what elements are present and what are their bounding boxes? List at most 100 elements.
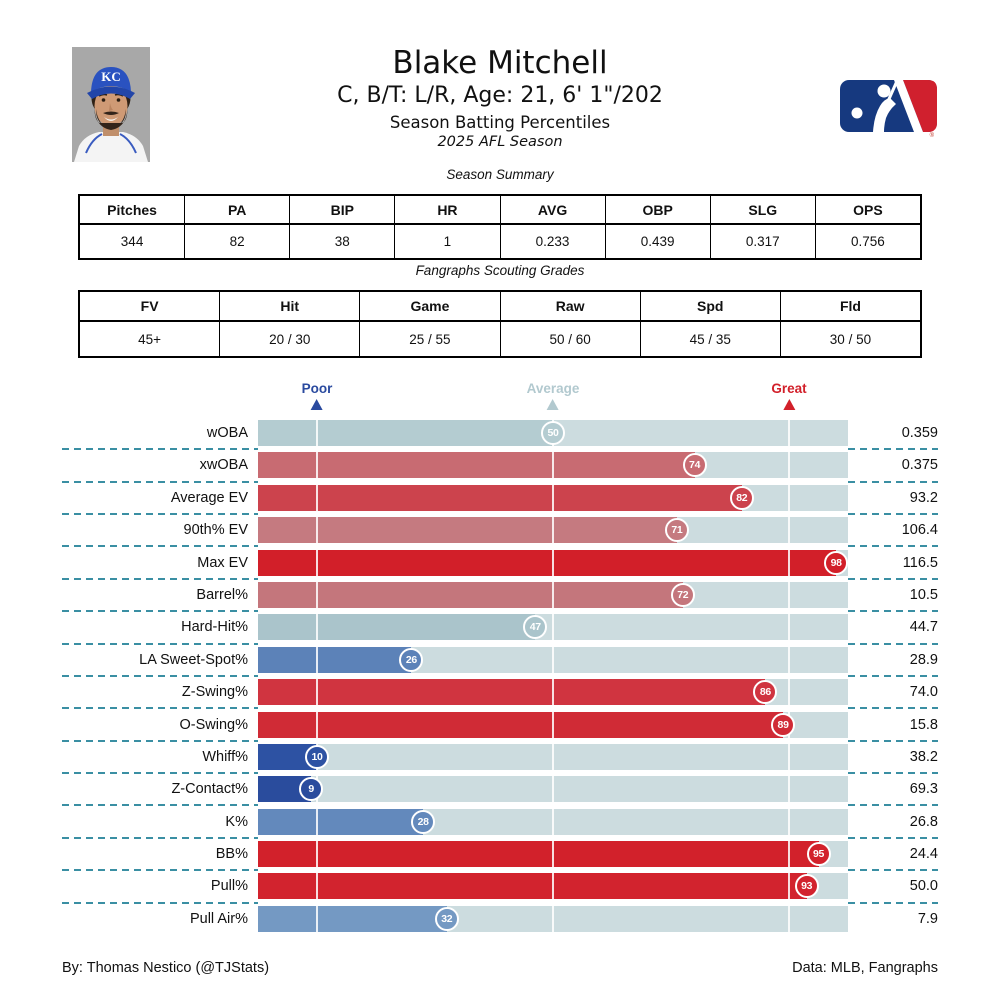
metric-label: K% xyxy=(225,813,248,830)
gridline-90th xyxy=(788,517,790,544)
gridline-10th xyxy=(316,905,318,932)
percentile-bar-chart: wOBA 50 0.359 xwOBA 74 0.375 Average EV xyxy=(62,420,938,938)
metric-label: Pull% xyxy=(210,878,248,895)
row-divider-left xyxy=(62,674,258,677)
metric-value: 10.5 xyxy=(909,586,938,603)
table-value: 45+ xyxy=(80,322,221,356)
gridline-10th xyxy=(316,679,318,706)
percentile-number: 9 xyxy=(308,783,314,796)
gridline-90th xyxy=(788,743,790,770)
row-divider-right xyxy=(848,610,938,613)
cap-logo-text: KC xyxy=(101,69,121,84)
player-bio-line: C, B/T: L/R, Age: 21, 6' 1"/202 xyxy=(337,83,663,108)
axis-marker-label: Poor xyxy=(301,381,333,396)
column-header: SLG xyxy=(711,196,816,223)
season-summary-table: Pitches PA BIP HR AVG OBP SLG OPS 344 82 38 1 0.233… xyxy=(78,194,922,260)
row-divider-left xyxy=(62,804,258,807)
column-header: PA xyxy=(185,196,291,223)
percentile-number: 82 xyxy=(736,491,748,504)
gridline-10th xyxy=(316,517,318,544)
metric-value: 106.4 xyxy=(901,522,938,539)
row-divider-right xyxy=(848,739,938,742)
gridline-90th xyxy=(788,646,790,673)
percentile-row: K% 28 26.8 xyxy=(62,808,938,839)
axis-marker-average: Average xyxy=(526,381,580,410)
row-divider-left xyxy=(62,545,258,548)
percentile-row: wOBA 50 0.359 xyxy=(62,420,938,451)
gridline-50th xyxy=(552,452,554,479)
column-header: Raw xyxy=(501,292,641,320)
percentile-bar: 86 xyxy=(258,679,848,706)
table-value: 82 xyxy=(185,225,291,258)
percentile-row: Whiff% 10 38.2 xyxy=(62,743,938,775)
footer: By: Thomas Nestico (@TJStats) Data: MLB,… xyxy=(62,960,938,976)
column-header: OBP xyxy=(606,196,711,223)
gridline-90th xyxy=(788,776,790,803)
gridline-90th xyxy=(788,420,790,446)
gridline-50th xyxy=(552,646,554,673)
bar-fill xyxy=(258,614,536,641)
percentile-number: 95 xyxy=(812,848,825,861)
row-divider-left xyxy=(62,480,258,483)
row-divider-left xyxy=(62,707,258,710)
metric-value: 0.359 xyxy=(901,425,938,441)
row-divider-left xyxy=(62,642,258,645)
row-divider-left xyxy=(62,577,258,580)
percentile-bar: 47 xyxy=(258,614,848,641)
credit-data-source: Data: MLB, Fangraphs xyxy=(792,960,938,976)
gridline-50th xyxy=(552,808,554,835)
column-header: AVG xyxy=(501,196,606,223)
column-header: FV xyxy=(80,292,221,320)
column-header: Fld xyxy=(839,298,861,314)
percentile-number: 86 xyxy=(759,686,771,699)
percentile-badge: 72 xyxy=(670,582,695,607)
percentile-axis-markers: Poor Average Great xyxy=(258,381,848,417)
player-photo-illustration: KC xyxy=(72,47,150,162)
metric-value: 50.0 xyxy=(909,878,938,895)
percentile-number: 10 xyxy=(311,750,323,763)
gridline-10th xyxy=(316,873,318,900)
metric-label: Barrel% xyxy=(196,586,248,603)
percentile-bar: 72 xyxy=(258,581,848,608)
table-value: 20 / 30 xyxy=(220,322,361,356)
percentile-row: LA Sweet-Spot% 26 28.9 xyxy=(62,646,938,677)
axis-marker-poor: Poor xyxy=(301,381,333,410)
mlb-logo: ® xyxy=(840,79,938,139)
table-value: 30 / 50 xyxy=(829,331,872,347)
credit-author: By: Thomas Nestico (@TJStats) xyxy=(62,960,270,976)
percentile-row: Hard-Hit% 47 44.7 xyxy=(62,614,938,645)
gridline-50th xyxy=(552,743,554,770)
header: Blake Mitchell C, B/T: L/R, Age: 21, 6' … xyxy=(0,44,1000,152)
bar-fill xyxy=(258,711,784,738)
percentile-bar: 26 xyxy=(258,646,848,673)
gridline-10th xyxy=(316,581,318,608)
percentile-number: 47 xyxy=(529,621,541,634)
row-divider-left xyxy=(62,836,258,839)
percentile-bar: 28 xyxy=(258,808,848,835)
metric-label: Max EV xyxy=(197,554,248,571)
metric-value: 26.8 xyxy=(909,813,938,830)
percentile-bar: 98 xyxy=(258,549,849,576)
bar-fill xyxy=(258,484,742,511)
triangle-marker-icon xyxy=(783,399,795,410)
metric-label: xwOBA xyxy=(199,457,248,474)
row-divider-right xyxy=(848,804,938,807)
row-divider-left xyxy=(62,512,258,515)
row-divider-right xyxy=(848,674,938,677)
percentile-bar: 50 xyxy=(258,420,848,446)
row-divider-right xyxy=(848,480,938,483)
metric-label: Pull Air% xyxy=(189,910,248,927)
metric-value: 7.9 xyxy=(917,910,938,927)
percentile-bar: 9 xyxy=(258,776,848,803)
metric-value: 24.4 xyxy=(909,846,938,863)
gridline-90th xyxy=(788,808,790,835)
gridline-10th xyxy=(316,452,318,479)
table-value: 0.439 xyxy=(606,225,711,258)
bar-fill xyxy=(258,517,677,544)
percentile-row: Max EV 98 116.5 xyxy=(62,549,938,580)
metric-value: 0.375 xyxy=(901,457,938,474)
axis-marker-label: Average xyxy=(526,381,580,396)
table-value: 25 / 55 xyxy=(360,322,501,356)
gridline-90th xyxy=(788,581,790,608)
scouting-grades-table: FV Hit Game Raw Spd Fld 45+ 20 / 30 25 / 55 50 /… xyxy=(78,290,922,358)
